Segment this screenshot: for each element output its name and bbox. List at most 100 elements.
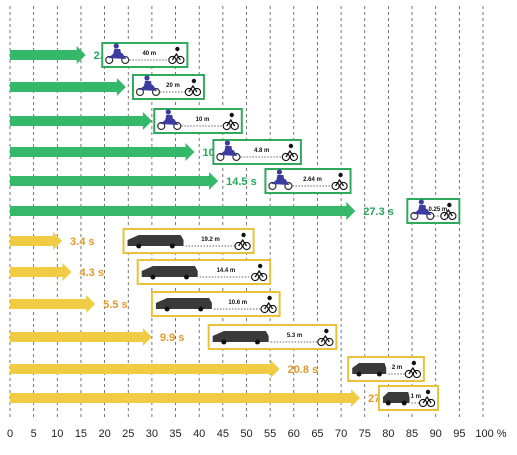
frame xyxy=(335,178,345,187)
head xyxy=(324,328,329,334)
time-label: 4.3 s xyxy=(79,267,103,279)
distance-label: 2 m xyxy=(392,365,402,371)
head xyxy=(411,360,417,366)
wheel xyxy=(169,243,175,249)
car-row: 20.8 s 2 m xyxy=(10,356,425,382)
wheel xyxy=(232,152,241,162)
wheel xyxy=(401,400,407,406)
x-tick-label: 85 xyxy=(406,428,418,440)
car-body xyxy=(382,392,410,403)
wheel xyxy=(317,337,326,347)
wheel xyxy=(184,274,190,280)
rider-body xyxy=(276,175,285,180)
wheel xyxy=(284,181,293,191)
body xyxy=(108,53,127,59)
wheel xyxy=(289,152,299,162)
car-body xyxy=(155,298,212,309)
wheel xyxy=(164,306,170,312)
frame xyxy=(422,395,432,404)
wheel xyxy=(242,241,251,251)
distance-label: 2.64 m xyxy=(303,177,322,183)
vehicle-box xyxy=(136,259,272,285)
motorcycle-row: 3.9 s20 m xyxy=(10,74,205,100)
x-tick-label: 80 xyxy=(382,428,394,440)
distance-label: 10 m xyxy=(196,117,210,123)
motorcycle-row: 6.2 s10 m xyxy=(10,108,243,134)
motorcycle-row: 14.5 s 2.64 m xyxy=(10,168,352,194)
rider-head xyxy=(276,169,283,175)
time-label: 27.3 s xyxy=(363,206,394,218)
wheel xyxy=(356,371,362,377)
time-label: 20.8 s xyxy=(288,364,319,376)
wheel xyxy=(448,211,457,221)
head xyxy=(257,263,263,269)
wheel xyxy=(281,152,291,162)
rider-head xyxy=(113,43,119,49)
time-label: 5.5 s xyxy=(103,299,127,311)
frame xyxy=(320,334,330,343)
x-tick-label: 40 xyxy=(193,428,205,440)
wheel xyxy=(150,274,156,280)
body xyxy=(219,150,238,156)
wheel xyxy=(426,211,435,221)
car-row: 9.9 s 5.3 m xyxy=(10,324,338,350)
wheel xyxy=(254,339,260,345)
x-tick-label: 70 xyxy=(335,428,347,440)
wheel xyxy=(418,398,428,408)
motorcycle-row: 10.2 s4.8 m xyxy=(10,139,302,165)
frame xyxy=(226,118,236,127)
wheel xyxy=(151,87,161,97)
x-tick-label: 45 xyxy=(217,428,229,440)
wheel xyxy=(325,337,334,347)
wheel xyxy=(121,55,130,65)
bar-arrow xyxy=(10,143,195,161)
distance-label: 40 m xyxy=(142,51,156,57)
frame xyxy=(238,238,248,247)
head xyxy=(241,232,246,238)
frame xyxy=(264,301,274,310)
bar-arrow xyxy=(10,78,126,96)
wheel xyxy=(176,55,185,65)
rider-body xyxy=(143,81,152,86)
frame xyxy=(171,52,181,61)
distance-label: 14.4 m xyxy=(217,268,236,274)
body xyxy=(160,119,179,125)
wheel xyxy=(426,398,436,408)
wheel xyxy=(404,369,414,379)
bar-arrow xyxy=(10,202,356,220)
wheel xyxy=(135,87,145,97)
x-tick-label: 50 xyxy=(240,428,252,440)
wheel xyxy=(339,181,348,191)
wheel xyxy=(385,400,391,406)
wheel xyxy=(192,87,202,97)
bar-arrow xyxy=(10,389,361,407)
wheel xyxy=(412,369,422,379)
car-row: 4.3 s 14.4 m xyxy=(10,259,272,285)
x-tick-label: 20 xyxy=(98,428,110,440)
car-body xyxy=(141,266,198,277)
frame xyxy=(285,149,295,158)
x-tick-label: 5 xyxy=(31,428,37,440)
wheel xyxy=(198,306,204,312)
wheel xyxy=(268,304,277,314)
x-tick-label: 60 xyxy=(288,428,300,440)
rider-head xyxy=(144,75,150,81)
rider-body xyxy=(113,49,122,54)
frame xyxy=(254,269,264,278)
distance-label: 19.2 m xyxy=(201,237,220,243)
car-body xyxy=(127,235,184,246)
x-tick-label: 35 xyxy=(169,428,181,440)
bar-arrow xyxy=(10,360,280,378)
wheel xyxy=(222,121,231,131)
wheel xyxy=(105,55,114,65)
time-label: 9.9 s xyxy=(160,332,184,344)
frame xyxy=(408,366,418,375)
wheel xyxy=(410,211,419,221)
rider-body xyxy=(224,146,233,151)
motorcycle-row: 27.3 s 0.25 m xyxy=(10,198,461,224)
wheel xyxy=(260,304,269,314)
bar-arrow xyxy=(10,295,96,313)
rider-body xyxy=(165,115,174,120)
distance-label: 0.25 m xyxy=(428,207,447,213)
body xyxy=(138,85,157,91)
